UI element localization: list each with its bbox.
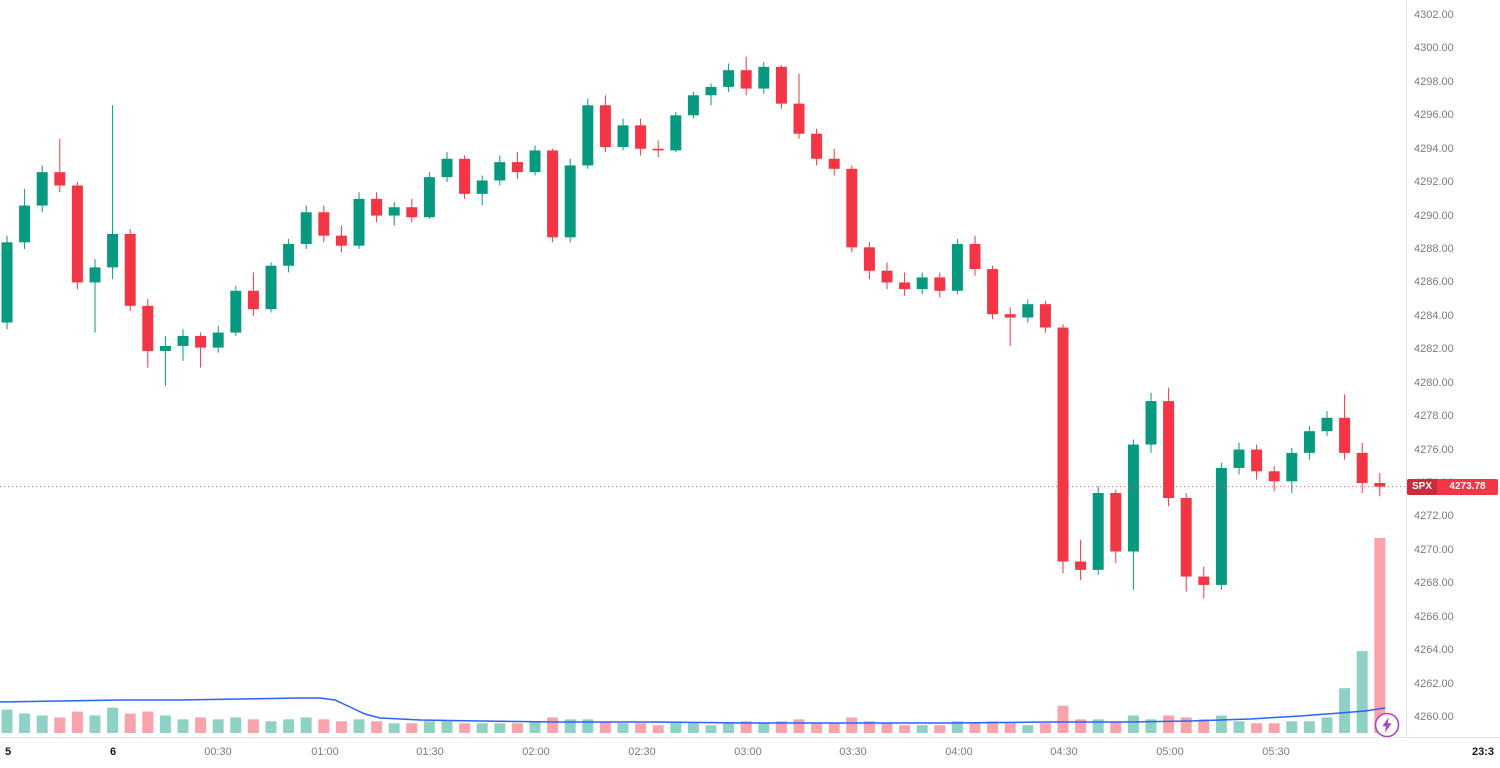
price-tick-label: 4264.00 <box>1414 644 1454 657</box>
volume-ma-line <box>0 697 1386 724</box>
time-tick-label: 6 <box>109 746 117 758</box>
price-tick-label: 4266.00 <box>1414 610 1454 623</box>
badge-price: 4273.78 <box>1437 478 1498 495</box>
price-tick-label: 4272.00 <box>1414 510 1454 523</box>
price-tick-label: 4300.00 <box>1414 42 1454 55</box>
volume-bars <box>1 538 1386 733</box>
time-tick-label: 23:3 <box>1471 746 1495 758</box>
time-tick-label: 04:30 <box>1050 746 1078 758</box>
time-tick-label: 01:00 <box>311 746 339 758</box>
time-tick-label: 05:00 <box>1156 746 1184 758</box>
price-tick-label: 4262.00 <box>1414 677 1454 690</box>
price-tick-label: 4292.00 <box>1414 176 1454 189</box>
price-tick-label: 4288.00 <box>1414 243 1454 255</box>
price-tick-label: 4276.00 <box>1414 443 1454 456</box>
price-tick-label: 4284.00 <box>1414 309 1454 322</box>
quick-trade-button[interactable] <box>1372 710 1402 740</box>
time-tick-label: 03:00 <box>734 746 762 758</box>
time-axis[interactable]: 5 6 00:30 01:00 01:30 02:00 02:30 03:00 03:30 04:… <box>0 737 1500 768</box>
time-tick-label: 01:30 <box>416 746 444 758</box>
time-tick-label: 04:00 <box>945 746 973 758</box>
time-tick-label: 05:30 <box>1262 746 1290 758</box>
price-tick-label: 4290.00 <box>1414 209 1454 222</box>
price-tick-label: 4278.00 <box>1414 410 1454 423</box>
price-tick-label: 4280.00 <box>1414 376 1454 389</box>
time-tick-label: 02:00 <box>522 746 550 758</box>
lightning-icon <box>1374 712 1400 738</box>
price-chart-pane[interactable] <box>0 0 1406 737</box>
time-tick-label: 03:30 <box>839 746 867 758</box>
price-tick-label: 4268.00 <box>1414 577 1454 590</box>
time-tick-label: 5 <box>4 746 12 758</box>
price-axis[interactable]: 4302.00 4300.00 4298.00 4296.00 4294.00 4292.… <box>1406 0 1500 768</box>
price-tick-label: 4296.00 <box>1414 109 1454 122</box>
badge-symbol: SPX <box>1407 478 1438 495</box>
price-tick-label: 4260.00 <box>1414 710 1454 723</box>
candlestick-chart-svg <box>0 56 1406 733</box>
price-tick-label: 4282.00 <box>1414 343 1454 356</box>
price-tick-label: 4294.00 <box>1414 142 1454 155</box>
last-price-badge: SPX 4273.78 <box>1407 478 1498 495</box>
time-tick-label: 02:30 <box>628 746 656 758</box>
price-tick-label: 4302.00 <box>1414 9 1454 22</box>
price-tick-label: 4298.00 <box>1414 75 1454 88</box>
price-tick-label: 4270.00 <box>1414 543 1454 556</box>
time-tick-label: 00:30 <box>204 746 232 758</box>
price-tick-label: 4286.00 <box>1414 276 1454 289</box>
candles-group <box>1 56 1386 599</box>
